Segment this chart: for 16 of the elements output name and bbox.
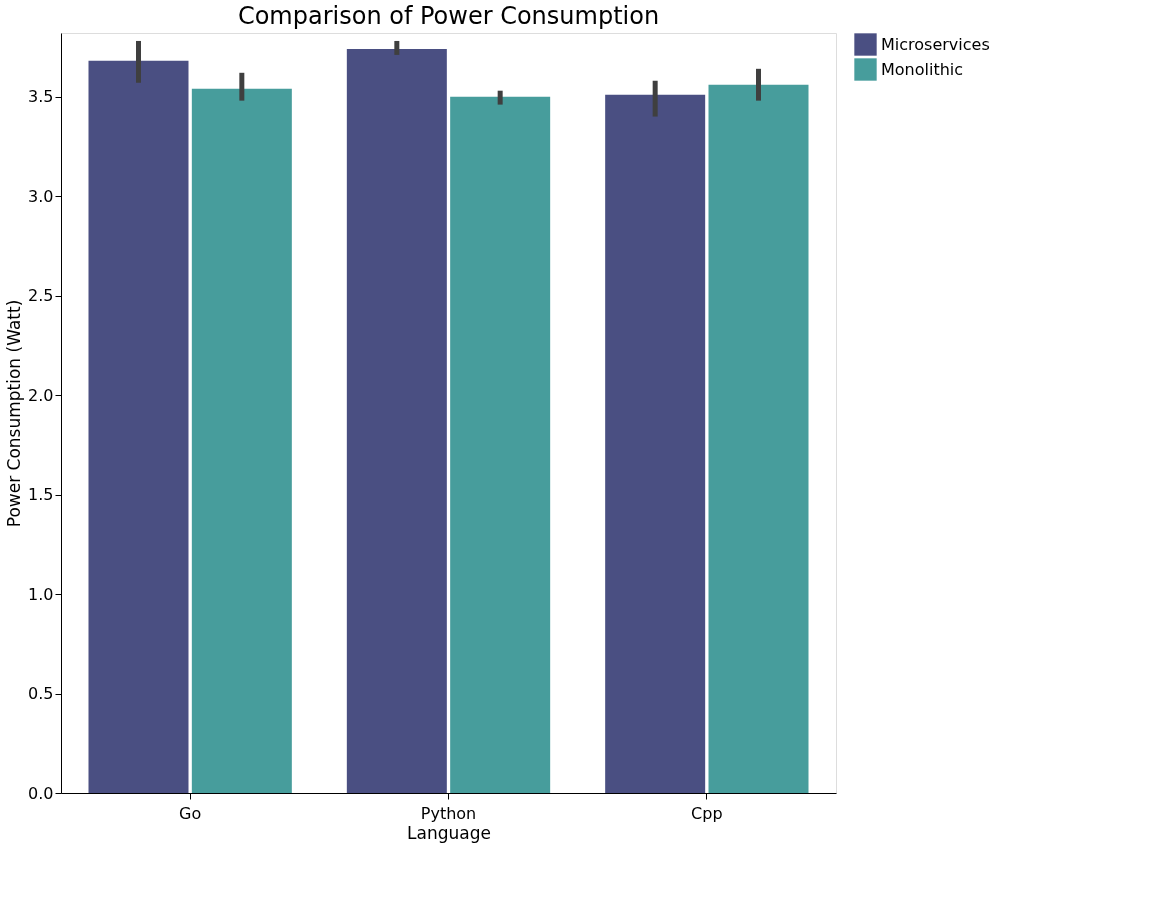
x-tick-label: Go — [179, 803, 202, 823]
y-tick-label: 1.5 — [28, 485, 54, 505]
y-tick-label: 3.0 — [28, 186, 54, 206]
y-tick-label: 2.5 — [28, 286, 54, 306]
y-tick-label: 2.0 — [28, 385, 54, 405]
legend-label: Monolithic — [881, 59, 964, 79]
x-tick-label: Cpp — [691, 803, 723, 823]
y-tick-label: 0.0 — [28, 783, 54, 803]
y-tick-label: 1.0 — [28, 584, 54, 604]
x-axis-title: Language — [407, 822, 491, 843]
y-tick-label: 0.5 — [28, 684, 54, 704]
legend-label: Microservices — [881, 34, 990, 54]
y-axis-title: Power Consumption (Watt) — [4, 299, 25, 528]
chart-title: Comparison of Power Consumption — [237, 2, 660, 30]
y-tick-label: 3.5 — [28, 87, 54, 107]
x-tick-label: Python — [420, 803, 477, 823]
